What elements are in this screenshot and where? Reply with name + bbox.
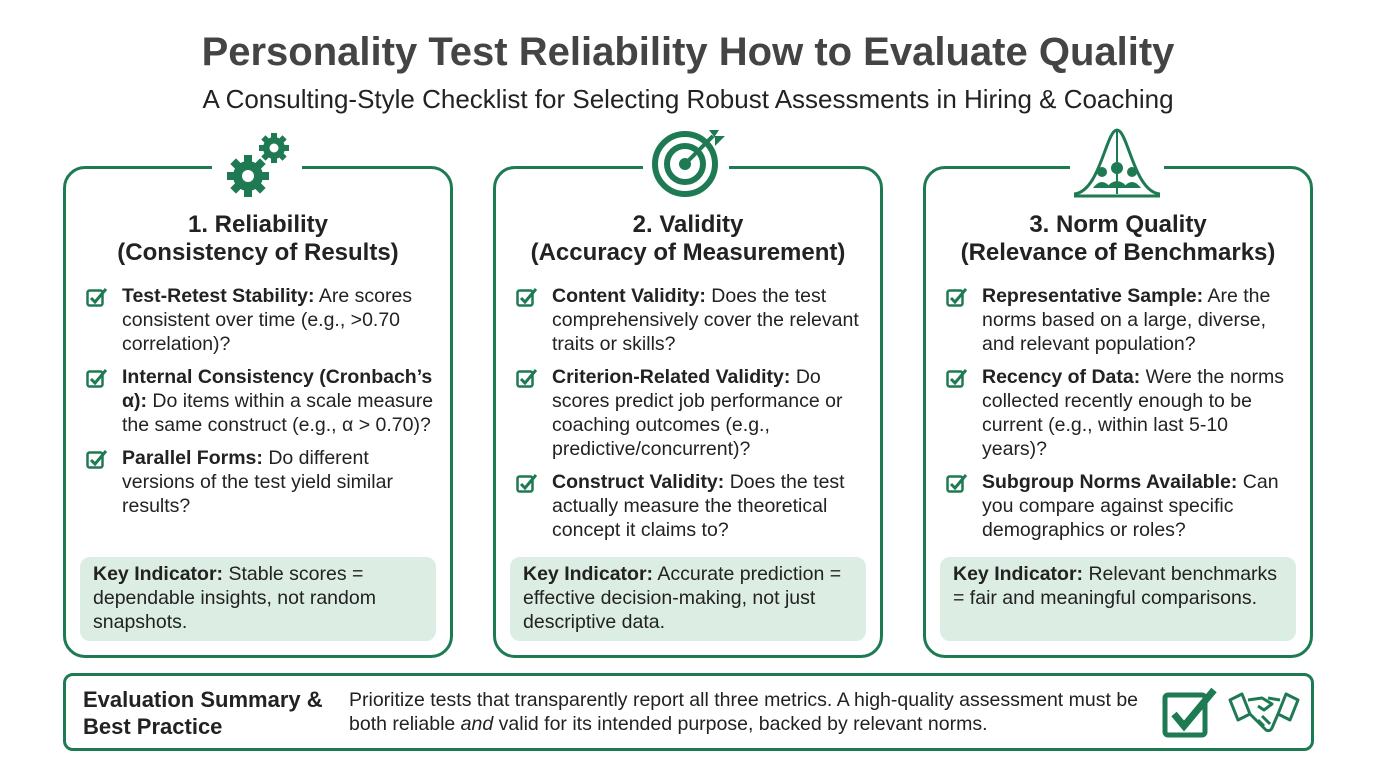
key-label: Key Indicator: bbox=[523, 563, 654, 585]
item-description: Were the norms collected recently enough… bbox=[982, 366, 1284, 460]
card-subtitle: (Accuracy of Measurement) bbox=[530, 239, 846, 266]
bell-curve-icon bbox=[1070, 126, 1164, 200]
item-description: Does the test actually measure the theor… bbox=[552, 471, 845, 541]
handshake-icon bbox=[1228, 692, 1300, 733]
item-description: Do scores predict job performance or coa… bbox=[552, 366, 843, 460]
item-description: Does the test comprehensively cover the … bbox=[552, 285, 859, 355]
card-heading: 1. Reliability (Consistency of Results) bbox=[66, 211, 450, 267]
key-indicator: Key Indicator: Stable scores = dependabl… bbox=[80, 557, 436, 641]
checklist-item: Subgroup Norms Available: Can you compar… bbox=[946, 470, 1296, 542]
item-term: Content Validity: bbox=[552, 285, 706, 307]
item-text: Construct Validity: Does the test actual… bbox=[552, 470, 866, 542]
item-term: Test-Retest Stability: bbox=[122, 285, 315, 307]
item-term: Recency of Data: bbox=[982, 366, 1141, 388]
title: Personality Test Reliability How to Eval… bbox=[201, 30, 1175, 74]
checkbox-icon bbox=[516, 288, 538, 307]
key-label: Key Indicator: bbox=[953, 563, 1084, 585]
key-label: Key Indicator: bbox=[93, 563, 224, 585]
card-heading: 2. Validity (Accuracy of Measurement) bbox=[496, 211, 880, 267]
item-term: Representative Sample: bbox=[982, 285, 1204, 307]
checkbox-icon bbox=[946, 474, 968, 493]
summary-text-after: valid for its intended purpose, backed b… bbox=[498, 713, 988, 735]
item-term: Parallel Forms: bbox=[122, 447, 263, 469]
card-subtitle: (Consistency of Results) bbox=[117, 239, 399, 266]
summary-text-before: Prioritize tests that transparently repo… bbox=[349, 689, 1139, 735]
item-text: Test-Retest Stability: Are scores consis… bbox=[122, 284, 436, 356]
item-description: Do different versions of the test yield … bbox=[122, 447, 393, 517]
summary-box: Evaluation Summary & Best Practice Prior… bbox=[63, 673, 1314, 751]
checklist-item: Test-Retest Stability: Are scores consis… bbox=[86, 284, 436, 356]
card-title: 1. Reliability bbox=[187, 211, 329, 238]
checklist-item: Recency of Data: Were the norms collecte… bbox=[946, 365, 1296, 461]
key-text: Relevant benchmarks = fair and meaningfu… bbox=[953, 563, 1278, 609]
item-text: Representative Sample: Are the norms bas… bbox=[982, 284, 1296, 356]
checklist-item: Internal Consistency (Cronbach’s α): Do … bbox=[86, 365, 436, 437]
checkbox-icon bbox=[86, 450, 108, 469]
checklist: Test-Retest Stability: Are scores consis… bbox=[86, 284, 436, 527]
checklist: Representative Sample: Are the norms bas… bbox=[946, 284, 1296, 551]
key-indicator: Key Indicator: Accurate prediction = eff… bbox=[510, 557, 866, 641]
item-term: Internal Consistency (Cronbach’s α): bbox=[122, 366, 433, 412]
card-title: 3. Norm Quality bbox=[1029, 211, 1207, 238]
checklist-item: Construct Validity: Does the test actual… bbox=[516, 470, 866, 542]
summary-text: Prioritize tests that transparently repo… bbox=[349, 688, 1149, 736]
checklist-item: Content Validity: Does the test comprehe… bbox=[516, 284, 866, 356]
item-text: Parallel Forms: Do different versions of… bbox=[122, 446, 436, 518]
item-text: Internal Consistency (Cronbach’s α): Do … bbox=[122, 365, 436, 437]
checkbox-icon bbox=[86, 369, 108, 388]
checklist-item: Representative Sample: Are the norms bas… bbox=[946, 284, 1296, 356]
card-subtitle: (Relevance of Benchmarks) bbox=[960, 239, 1276, 266]
card: 1. Reliability (Consistency of Results) Te… bbox=[63, 166, 453, 658]
checklist: Content Validity: Does the test comprehe… bbox=[516, 284, 866, 551]
summary-label: Evaluation Summary & Best Practice bbox=[83, 687, 323, 739]
key-text: Stable scores = dependable insights, not… bbox=[93, 563, 376, 633]
item-term: Subgroup Norms Available: bbox=[982, 471, 1238, 493]
item-term: Criterion-Related Validity: bbox=[552, 366, 791, 388]
checkbox-icon bbox=[946, 369, 968, 388]
card: 2. Validity (Accuracy of Measurement) Cont… bbox=[493, 166, 883, 658]
card-title: 2. Validity bbox=[632, 211, 744, 238]
card: 3. Norm Quality (Relevance of Benchmarks)… bbox=[923, 166, 1313, 658]
checkbox-icon bbox=[516, 369, 538, 388]
item-description: Are scores consistent over time (e.g., >… bbox=[122, 285, 413, 355]
summary-check-icon bbox=[1162, 687, 1217, 738]
item-text: Content Validity: Does the test comprehe… bbox=[552, 284, 866, 356]
item-text: Subgroup Norms Available: Can you compar… bbox=[982, 470, 1296, 542]
item-term: Construct Validity: bbox=[552, 471, 725, 493]
checkbox-icon bbox=[516, 474, 538, 493]
key-indicator: Key Indicator: Relevant benchmarks = fai… bbox=[940, 557, 1296, 641]
checkbox-icon bbox=[86, 288, 108, 307]
summary-emphasis: and bbox=[460, 713, 494, 735]
item-text: Recency of Data: Were the norms collecte… bbox=[982, 365, 1296, 461]
card-heading: 3. Norm Quality (Relevance of Benchmarks) bbox=[926, 211, 1310, 267]
item-description: Can you compare against specific demogra… bbox=[982, 471, 1279, 541]
checklist-item: Criterion-Related Validity: Do scores pr… bbox=[516, 365, 866, 461]
item-description: Are the norms based on a large, diverse,… bbox=[982, 285, 1271, 355]
key-text: Accurate prediction = effective decision… bbox=[523, 563, 842, 633]
target-icon bbox=[643, 126, 729, 198]
subtitle: A Consulting-Style Checklist for Selecti… bbox=[202, 84, 1174, 114]
checkbox-icon bbox=[946, 288, 968, 307]
checklist-item: Parallel Forms: Do different versions of… bbox=[86, 446, 436, 518]
item-description: Do items within a scale measure the same… bbox=[122, 390, 434, 436]
gears-icon bbox=[212, 128, 302, 200]
item-text: Criterion-Related Validity: Do scores pr… bbox=[552, 365, 866, 461]
